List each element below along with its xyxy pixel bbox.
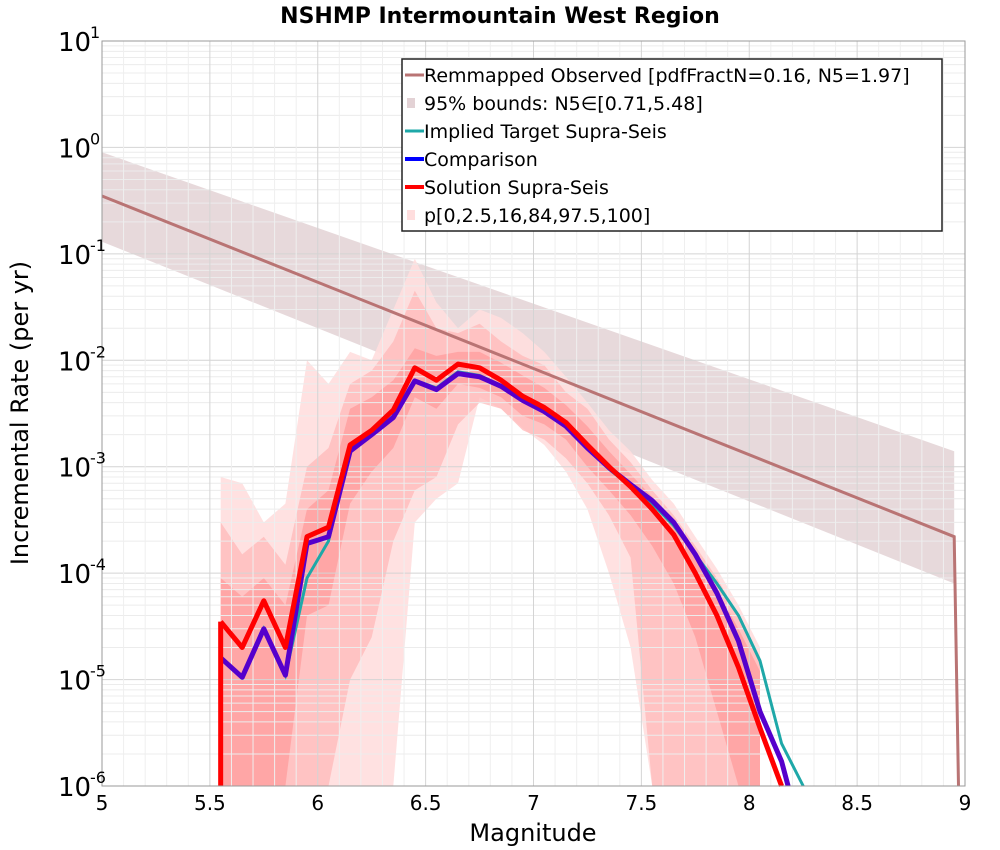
legend-box	[401, 58, 943, 232]
x-tick-label: 8	[743, 791, 756, 815]
x-tick-label: 9	[959, 791, 972, 815]
y-tick-label: 10-4	[58, 555, 106, 590]
observed-series-line	[101, 194, 960, 787]
y-tick-exponent: 0	[90, 129, 100, 148]
x-tick-label: 8.5	[841, 791, 873, 815]
y-tick-exponent: 1	[90, 23, 100, 42]
legend: Remmapped Observed [pdfFractN=0.16, N5=1…	[401, 58, 943, 232]
y-axis-label: Incremental Rate (per yr)	[6, 261, 34, 565]
legend-label: Comparison	[424, 149, 538, 171]
y-tick-exponent: -2	[90, 342, 106, 361]
x-tick-label: 5.5	[194, 791, 226, 815]
percentile-band-16-84	[220, 348, 760, 786]
y-tick-label: 10-5	[58, 662, 106, 697]
comparison-series-line	[219, 371, 791, 787]
y-tick-exponent: -3	[90, 449, 106, 468]
y-tick-label: 10-2	[58, 342, 106, 377]
solution-series-line	[218, 361, 784, 787]
x-axis-ticks: 5 5.5 6 6.5 7 7.5 8 8.5 9	[96, 791, 972, 815]
y-tick-exponent: -6	[90, 768, 106, 787]
legend-swatch	[407, 98, 415, 108]
legend-swatch	[407, 210, 415, 220]
series	[101, 194, 960, 787]
legend-item: Implied Target Supra-Seis	[405, 121, 667, 143]
x-tick-label: 7	[527, 791, 540, 815]
x-tick-label: 7.5	[625, 791, 657, 815]
legend-label: Solution Supra-Seis	[424, 177, 609, 199]
legend-label: 95% bounds: N5∈[0.71,5.48]	[424, 93, 703, 115]
y-tick-label: 101	[58, 23, 100, 58]
chart-title: NSHMP Intermountain West Region	[280, 4, 720, 29]
legend-item: p[0,2.5,16,84,97.5,100]	[407, 205, 650, 227]
y-tick-base: 10	[58, 241, 91, 271]
x-axis-label: Magnitude	[469, 819, 596, 847]
legend-label: Implied Target Supra-Seis	[424, 121, 667, 143]
y-tick-base: 10	[58, 134, 91, 164]
y-tick-base: 10	[58, 560, 91, 590]
y-tick-label: 10-3	[58, 449, 106, 484]
legend-label: Remmapped Observed [pdfFractN=0.16, N5=1…	[424, 65, 910, 87]
x-tick-label: 5	[96, 791, 109, 815]
x-tick-label: 6.5	[410, 791, 442, 815]
y-tick-label: 100	[58, 129, 100, 164]
y-tick-base: 10	[58, 773, 91, 803]
plot-frame	[101, 40, 966, 787]
legend-item: Comparison	[405, 149, 538, 171]
y-tick-label: 10-6	[58, 768, 106, 803]
legend-label: p[0,2.5,16,84,97.5,100]	[424, 205, 650, 227]
y-tick-exponent: -1	[90, 236, 106, 255]
legend-item: Solution Supra-Seis	[405, 177, 609, 199]
x-tick-label: 6	[311, 791, 324, 815]
legend-item: Remmapped Observed [pdfFractN=0.16, N5=1…	[405, 65, 910, 87]
y-tick-base: 10	[58, 454, 91, 484]
y-tick-base: 10	[58, 347, 91, 377]
y-tick-base: 10	[58, 28, 91, 58]
y-tick-exponent: -5	[90, 662, 106, 681]
legend-item: 95% bounds: N5∈[0.71,5.48]	[407, 93, 703, 115]
y-tick-exponent: -4	[90, 555, 106, 574]
y-tick-label: 10-1	[58, 236, 106, 271]
y-tick-base: 10	[58, 667, 91, 697]
